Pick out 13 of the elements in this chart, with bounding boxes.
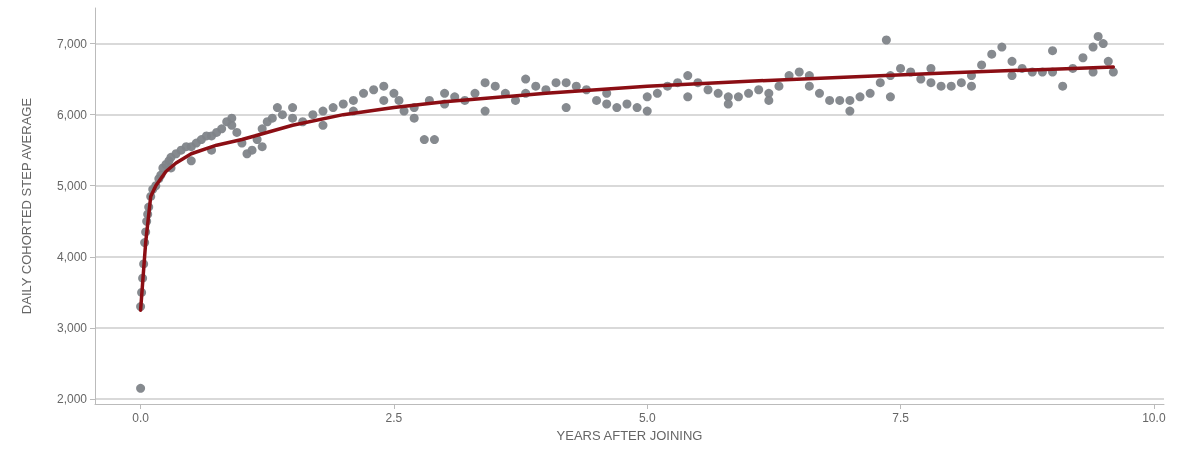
y-tick-label: 2,000 xyxy=(56,392,88,407)
x-tick-label: 10.0 xyxy=(1142,411,1166,425)
x-tick-label: 2.5 xyxy=(385,411,403,425)
y-tick-label: 5,000 xyxy=(56,178,88,193)
x-tick-label: 5.0 xyxy=(638,411,656,425)
y-tick-label: 6,000 xyxy=(56,107,88,122)
x-axis-title: YEARS AFTER JOINING xyxy=(556,427,703,443)
y-axis-title: DAILY COHORTED STEP AVERAGE xyxy=(19,97,34,315)
y-tick-label: 3,000 xyxy=(56,320,88,335)
x-tick-label: 7.5 xyxy=(892,411,910,425)
y-tick-label: 7,000 xyxy=(56,36,88,51)
x-tick-label: 0.0 xyxy=(132,411,150,425)
y-tick-label: 4,000 xyxy=(56,249,88,264)
